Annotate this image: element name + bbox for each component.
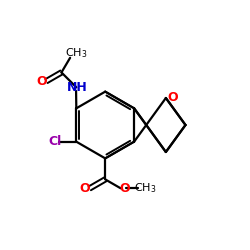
Text: Cl: Cl (48, 135, 62, 148)
Text: O: O (79, 182, 90, 195)
Text: O: O (168, 92, 178, 104)
Text: CH$_3$: CH$_3$ (134, 182, 156, 195)
Text: NH: NH (67, 81, 88, 94)
Text: CH$_3$: CH$_3$ (65, 46, 88, 60)
Text: O: O (36, 74, 47, 88)
Text: O: O (120, 182, 130, 195)
